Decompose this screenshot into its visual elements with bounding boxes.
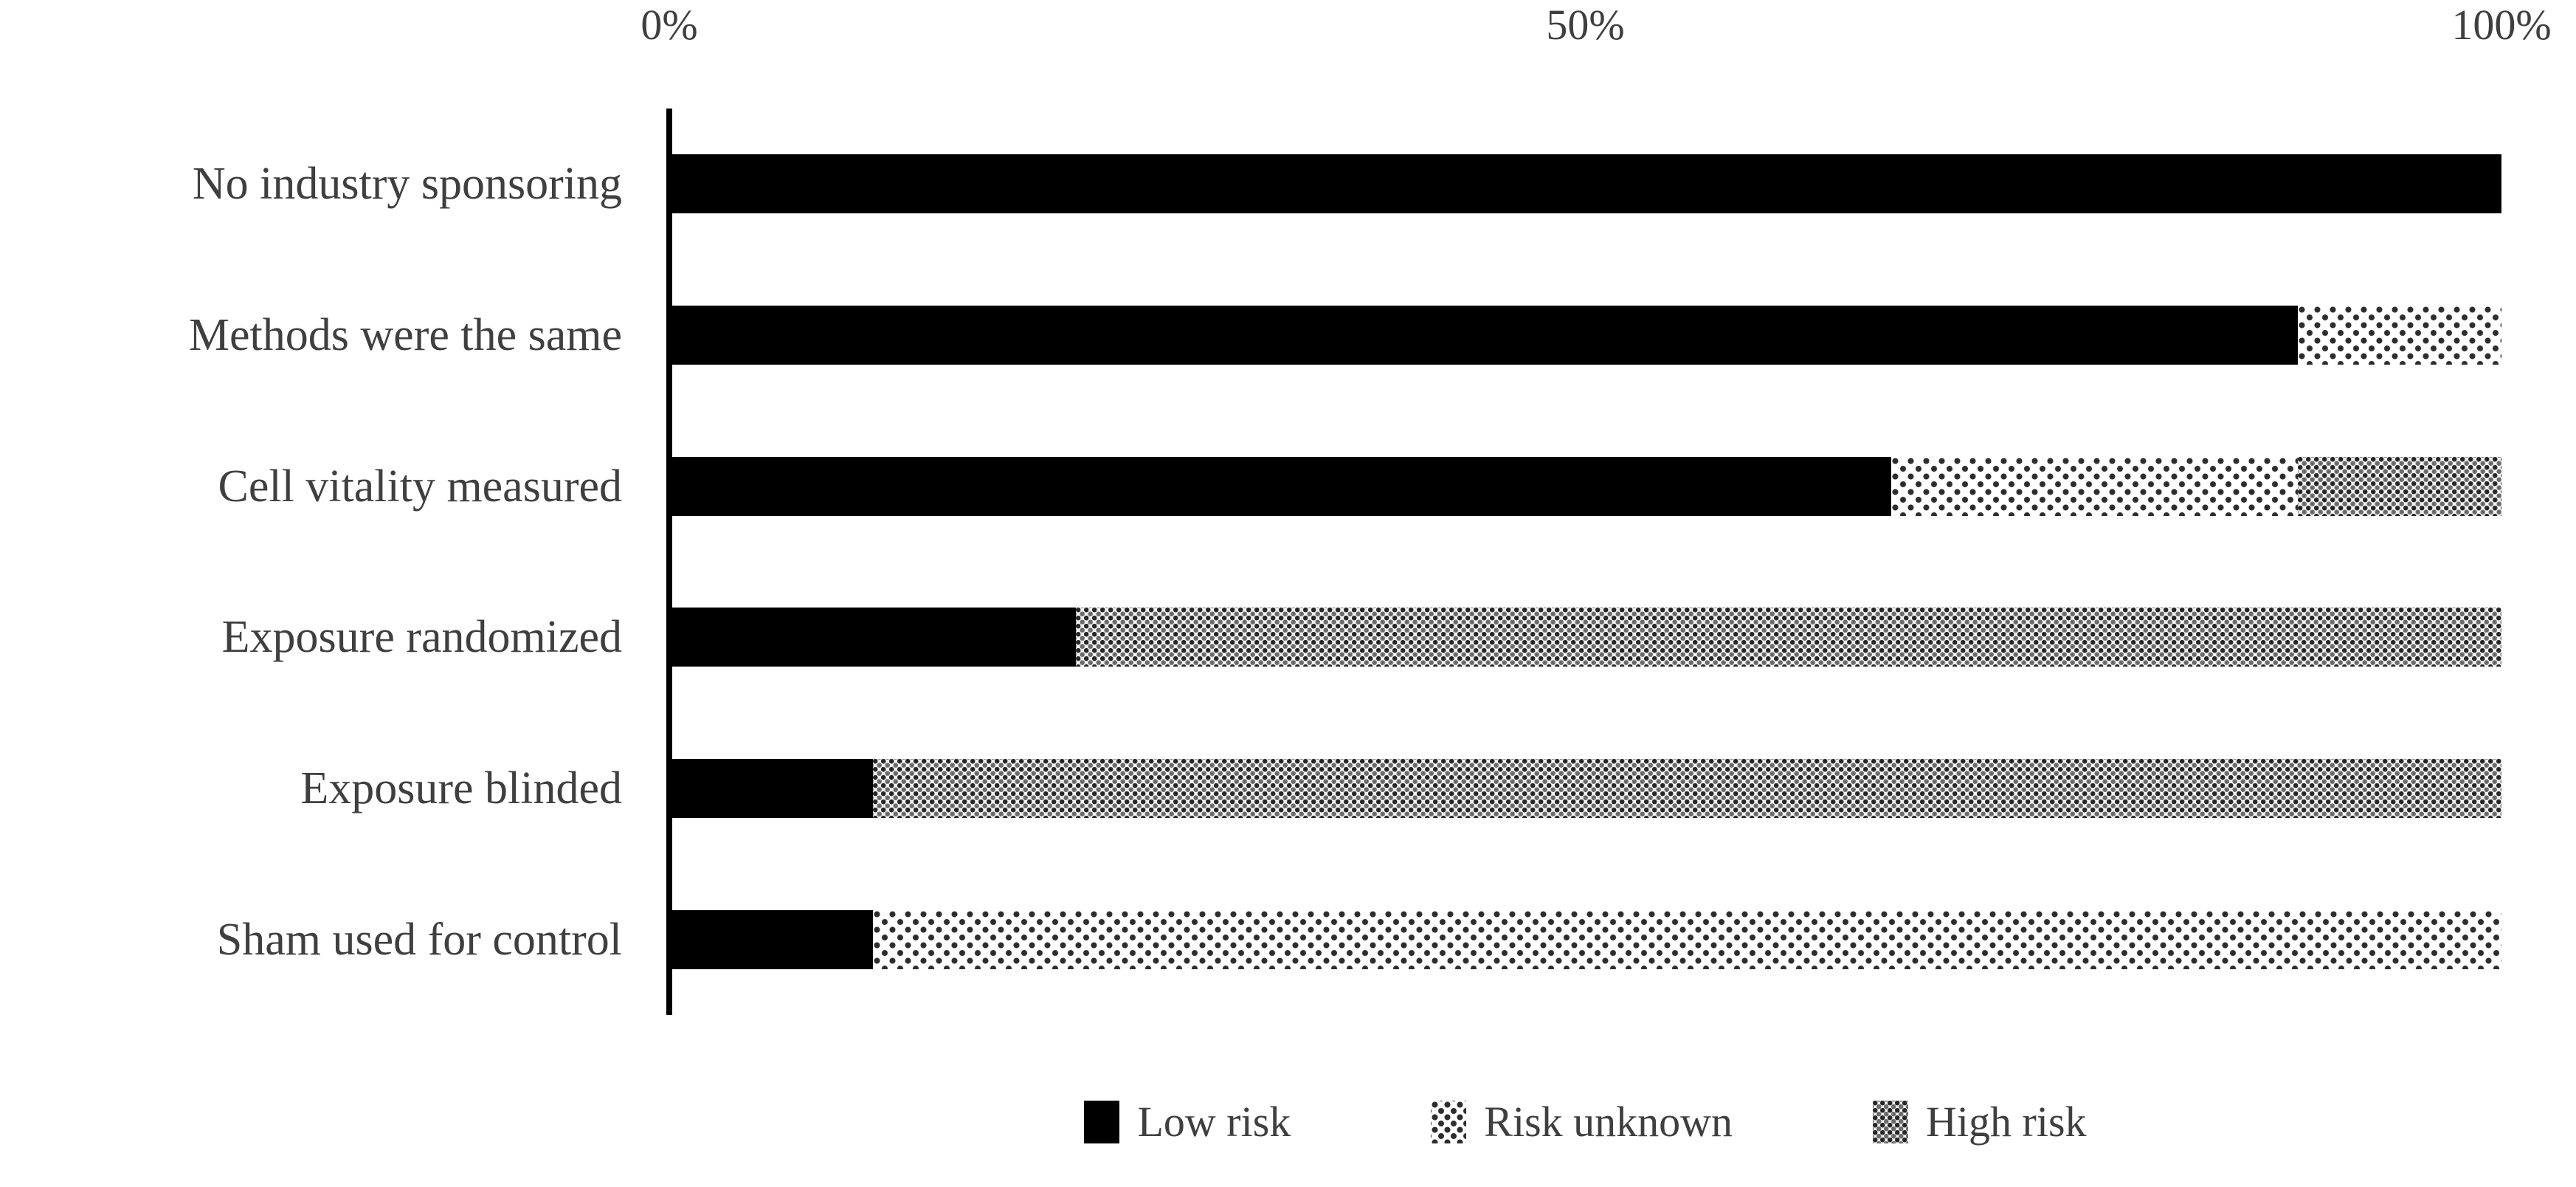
segment-low-risk xyxy=(669,456,1892,516)
legend-label-high-risk: High risk xyxy=(1926,1098,2087,1146)
category-label-methods-were-the-same: Methods were the same xyxy=(188,309,622,360)
legend-item-high-risk: High risk xyxy=(1873,1098,2087,1146)
bar-row-exposure-randomized xyxy=(669,608,2501,667)
bar-row-methods-were-the-same xyxy=(669,306,2501,365)
risk-unknown-swatch-icon xyxy=(1431,1100,1467,1143)
high-risk-swatch-icon xyxy=(1873,1100,1909,1143)
bar-row-sham-used-for-control xyxy=(669,909,2501,969)
legend-item-risk-unknown: Risk unknown xyxy=(1431,1098,1733,1146)
segment-high-risk xyxy=(2298,456,2501,516)
segment-high-risk xyxy=(872,759,2501,818)
y-axis-line xyxy=(666,109,672,1015)
category-label-no-industry-sponsoring: No industry sponsoring xyxy=(192,159,622,210)
category-label-sham-used-for-control: Sham used for control xyxy=(216,914,622,965)
x-tick-0: 0% xyxy=(640,1,698,49)
category-label-cell-vitality-measured: Cell vitality measured xyxy=(218,461,622,512)
legend-item-low-risk: Low risk xyxy=(1084,1098,1291,1146)
bar-row-no-industry-sponsoring xyxy=(669,154,2501,214)
bar-row-exposure-blinded xyxy=(669,759,2501,818)
x-tick-100: 100% xyxy=(2451,1,2552,49)
legend-label-risk-unknown: Risk unknown xyxy=(1484,1098,1733,1146)
x-tick-50: 50% xyxy=(1546,1,1625,49)
category-label-exposure-blinded: Exposure blinded xyxy=(300,763,622,813)
segment-risk-unknown xyxy=(872,909,2501,969)
bar-row-cell-vitality-measured xyxy=(669,456,2501,516)
segment-risk-unknown xyxy=(2298,306,2501,365)
segment-high-risk xyxy=(1076,608,2501,667)
segment-risk-unknown xyxy=(1891,456,2299,516)
segment-low-risk xyxy=(669,306,2299,365)
legend: Low risk Risk unknown High risk xyxy=(669,1098,2501,1146)
segment-low-risk xyxy=(669,909,873,969)
category-label-exposure-randomized: Exposure randomized xyxy=(221,612,622,663)
segment-low-risk xyxy=(669,608,1077,667)
legend-label-low-risk: Low risk xyxy=(1137,1098,1291,1146)
low-risk-swatch-icon xyxy=(1084,1100,1120,1143)
segment-low-risk xyxy=(669,759,873,818)
segment-low-risk xyxy=(669,154,2501,214)
